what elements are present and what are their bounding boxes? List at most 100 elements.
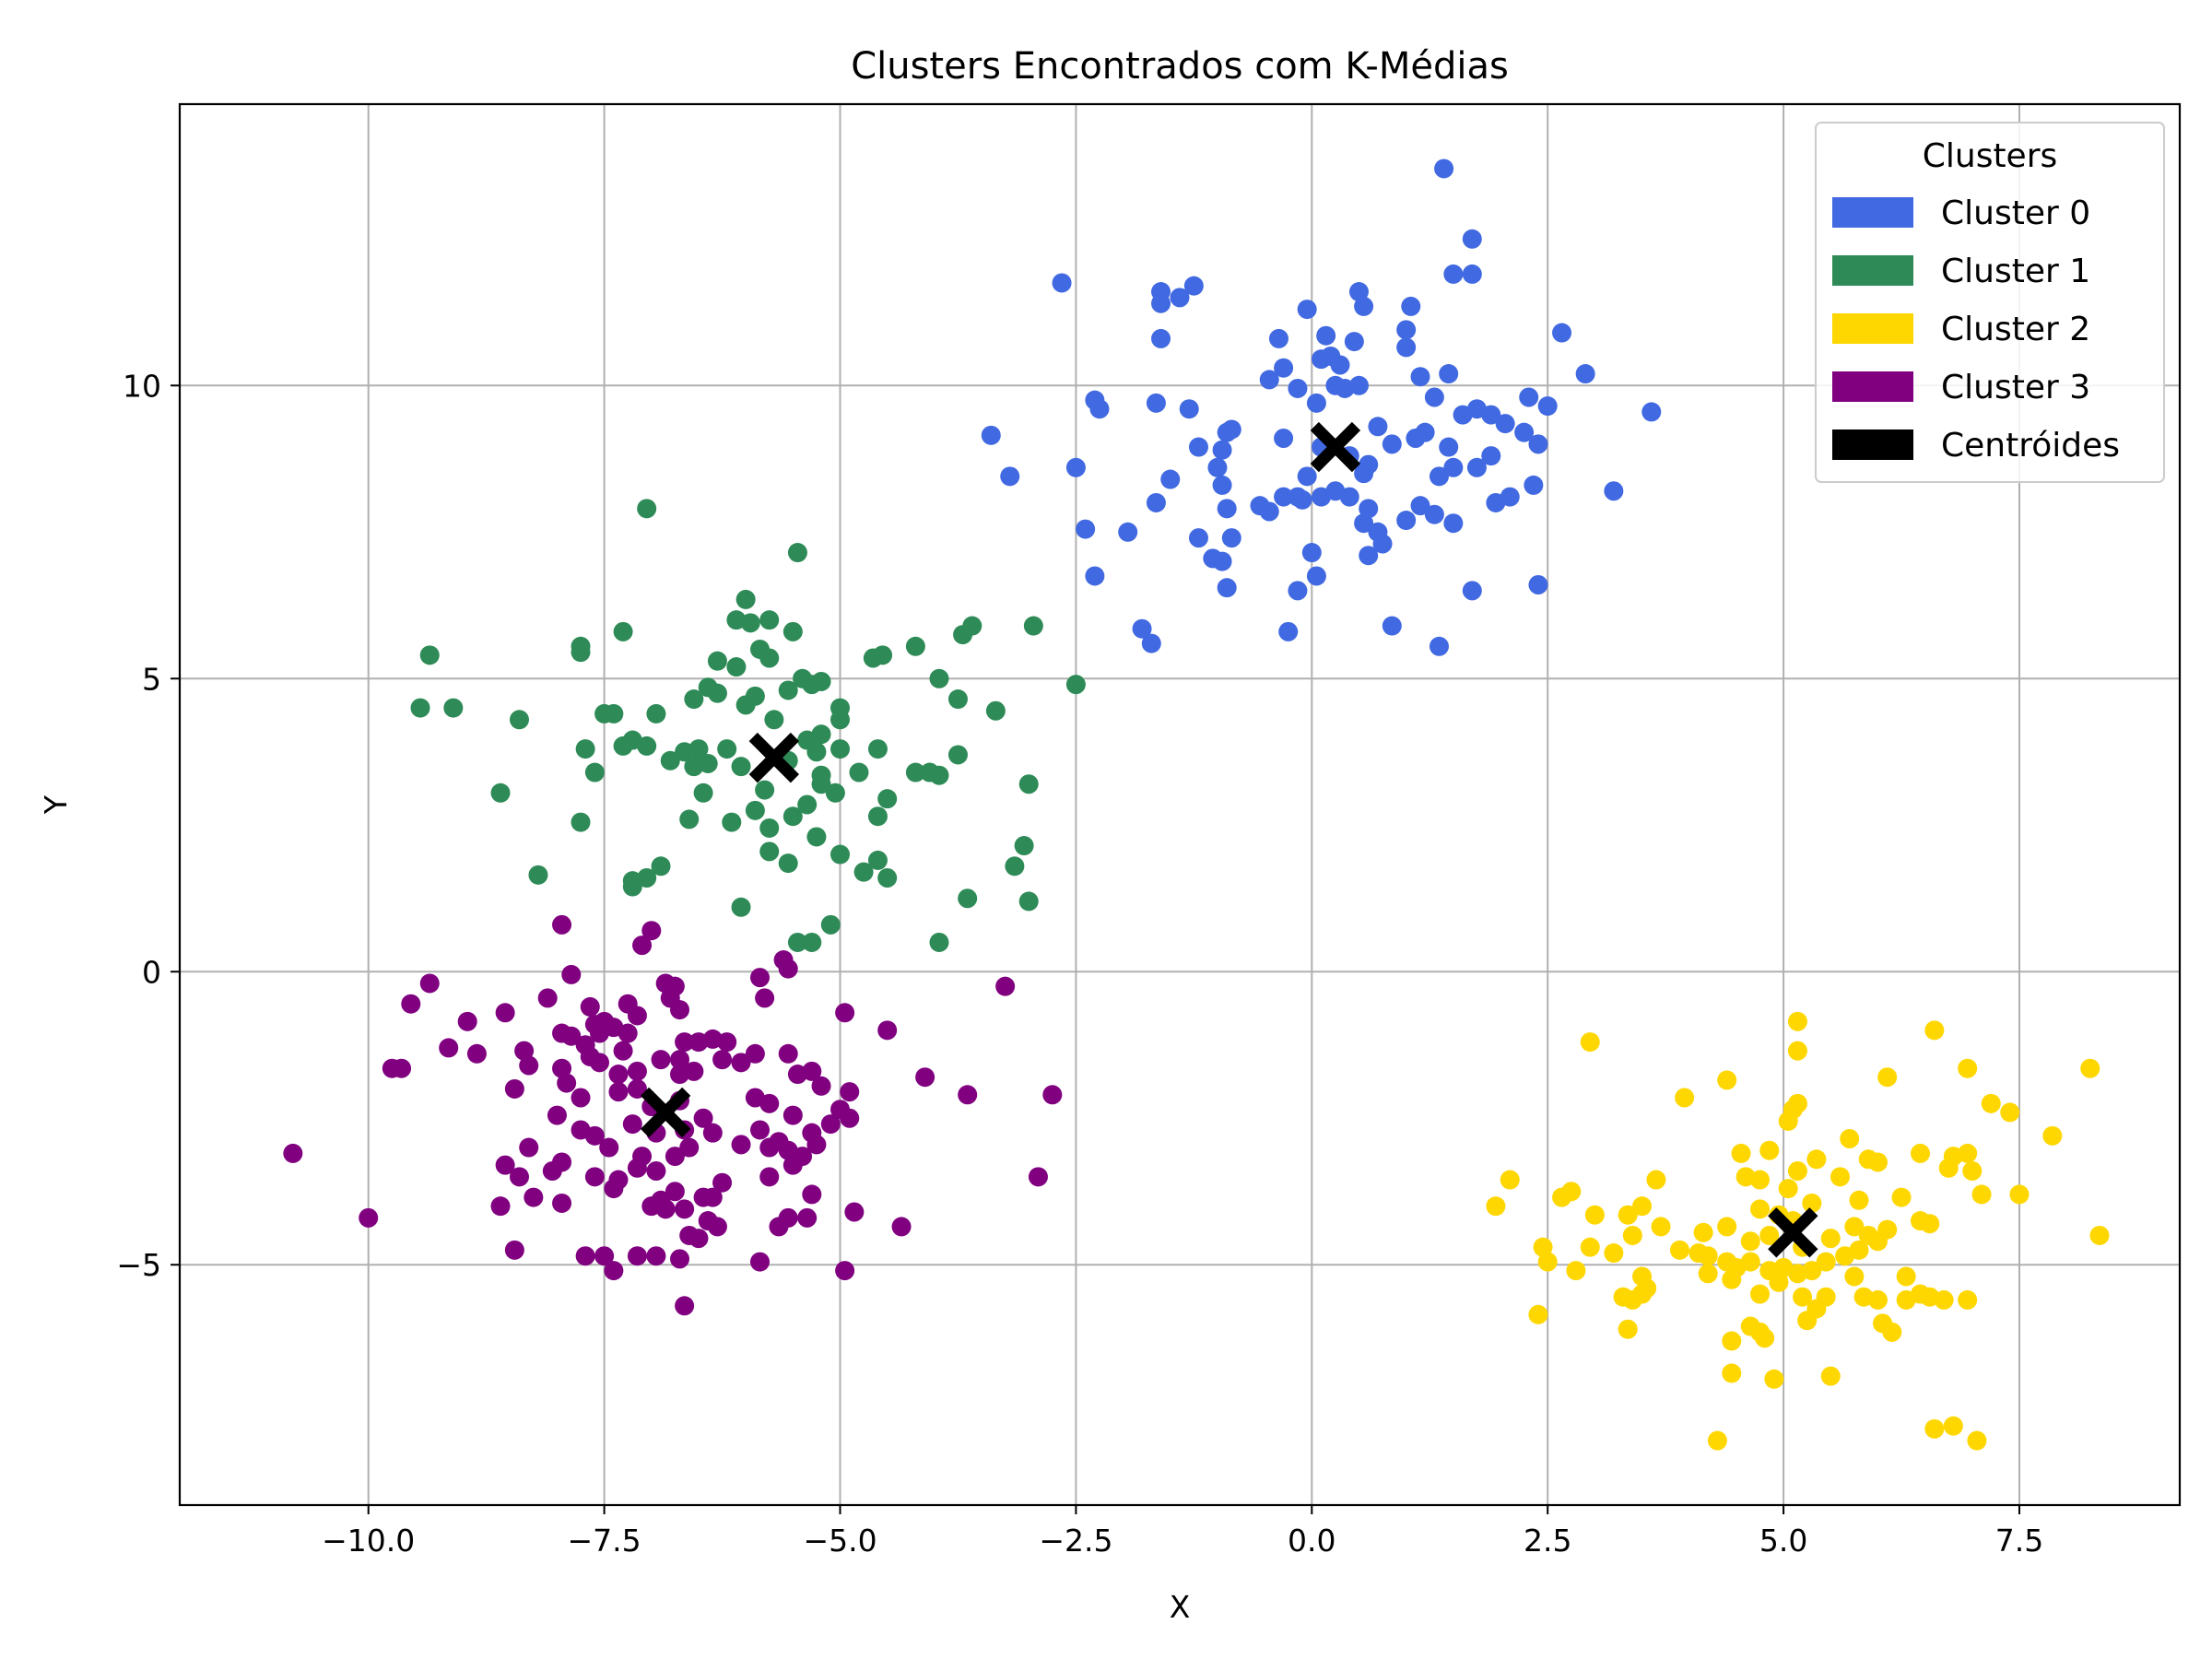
data-point	[684, 689, 704, 710]
data-point	[891, 1217, 912, 1237]
data-point	[1354, 296, 1374, 316]
data-point	[1769, 1272, 1789, 1292]
data-point	[1722, 1363, 1742, 1383]
data-point	[1934, 1289, 1954, 1310]
data-point	[1183, 276, 1204, 296]
data-point	[571, 636, 591, 656]
legend-label: Cluster 2	[1941, 311, 2090, 348]
data-point	[1382, 616, 1402, 636]
data-point	[1018, 891, 1039, 912]
data-point	[877, 867, 898, 888]
data-point	[1188, 528, 1208, 548]
data-point	[1882, 1322, 1902, 1342]
data-point	[1466, 457, 1487, 477]
series-cluster-3	[283, 914, 1063, 1316]
data-point	[618, 1023, 638, 1043]
data-point	[1085, 566, 1105, 586]
data-point	[755, 988, 775, 1008]
data-point	[547, 1105, 567, 1125]
data-point	[787, 543, 807, 563]
data-point	[1787, 1011, 1807, 1031]
data-point	[1604, 481, 1624, 501]
legend-swatch	[1832, 197, 1913, 228]
legend-label: Centróides	[1941, 427, 2120, 465]
data-point	[745, 686, 765, 706]
data-point	[1316, 325, 1336, 346]
data-point	[646, 1160, 666, 1181]
data-point	[670, 1249, 689, 1269]
data-point	[622, 877, 642, 897]
data-point	[797, 1207, 818, 1228]
data-point	[1429, 636, 1449, 656]
data-point	[693, 782, 713, 803]
data-point	[1740, 1231, 1760, 1252]
data-point	[905, 762, 925, 782]
data-point	[806, 742, 827, 762]
data-point	[1481, 405, 1501, 425]
data-point	[1787, 1160, 1807, 1181]
data-point	[589, 1053, 609, 1073]
data-point	[688, 1229, 709, 1249]
data-point	[675, 1199, 695, 1219]
data-point	[1212, 551, 1232, 571]
data-point	[764, 710, 784, 730]
data-point	[867, 806, 888, 827]
data-point	[707, 651, 727, 671]
data-point	[1759, 1225, 1780, 1245]
data-point	[830, 739, 851, 759]
data-point	[2000, 1102, 2020, 1123]
data-point	[637, 867, 657, 888]
legend-label: Cluster 3	[1941, 369, 2090, 406]
data-point	[820, 914, 841, 935]
data-point	[1971, 1184, 1992, 1205]
data-point	[797, 794, 818, 815]
data-point	[1486, 1196, 1506, 1217]
data-point	[1514, 422, 1535, 442]
data-point	[613, 1041, 633, 1061]
x-tick-label: 7.5	[1995, 1523, 2043, 1559]
data-point	[410, 698, 430, 718]
data-point	[504, 1078, 524, 1099]
data-point	[608, 1065, 629, 1085]
data-point	[1867, 1289, 1888, 1310]
data-point	[1967, 1430, 1987, 1451]
legend-swatch	[1832, 313, 1913, 344]
data-point	[1000, 466, 1020, 487]
data-point	[419, 645, 440, 665]
data-point	[1537, 1252, 1558, 1272]
data-point	[613, 621, 633, 641]
data-point	[1920, 1214, 1940, 1234]
plot-frame	[178, 102, 2182, 1507]
data-point	[1797, 1311, 1818, 1331]
data-point	[688, 739, 709, 759]
data-point	[702, 1123, 723, 1143]
data-point	[1348, 282, 1369, 302]
data-point	[750, 1252, 771, 1272]
data-point	[830, 844, 851, 865]
legend-label: Cluster 0	[1941, 194, 2090, 232]
data-point	[806, 1135, 827, 1155]
data-point	[1717, 1070, 1737, 1090]
data-point	[1076, 519, 1096, 539]
data-point	[646, 703, 666, 724]
data-point	[1943, 1416, 1963, 1436]
data-point	[1259, 370, 1279, 390]
x-tick-label: −2.5	[1039, 1523, 1112, 1559]
data-point	[1764, 1369, 1784, 1389]
data-point	[1462, 581, 1482, 601]
data-point	[519, 1137, 539, 1158]
data-point	[283, 1143, 303, 1163]
data-point	[599, 1137, 619, 1158]
data-point	[1618, 1205, 1638, 1225]
data-point	[670, 1000, 689, 1020]
data-point	[504, 1240, 524, 1260]
data-point	[1306, 566, 1326, 586]
data-point	[665, 1182, 685, 1202]
data-point	[1698, 1246, 1718, 1266]
data-point	[1382, 434, 1402, 454]
data-point	[495, 1155, 515, 1175]
data-point	[811, 1076, 831, 1096]
data-point	[1793, 1287, 1813, 1307]
data-point	[1537, 396, 1558, 417]
